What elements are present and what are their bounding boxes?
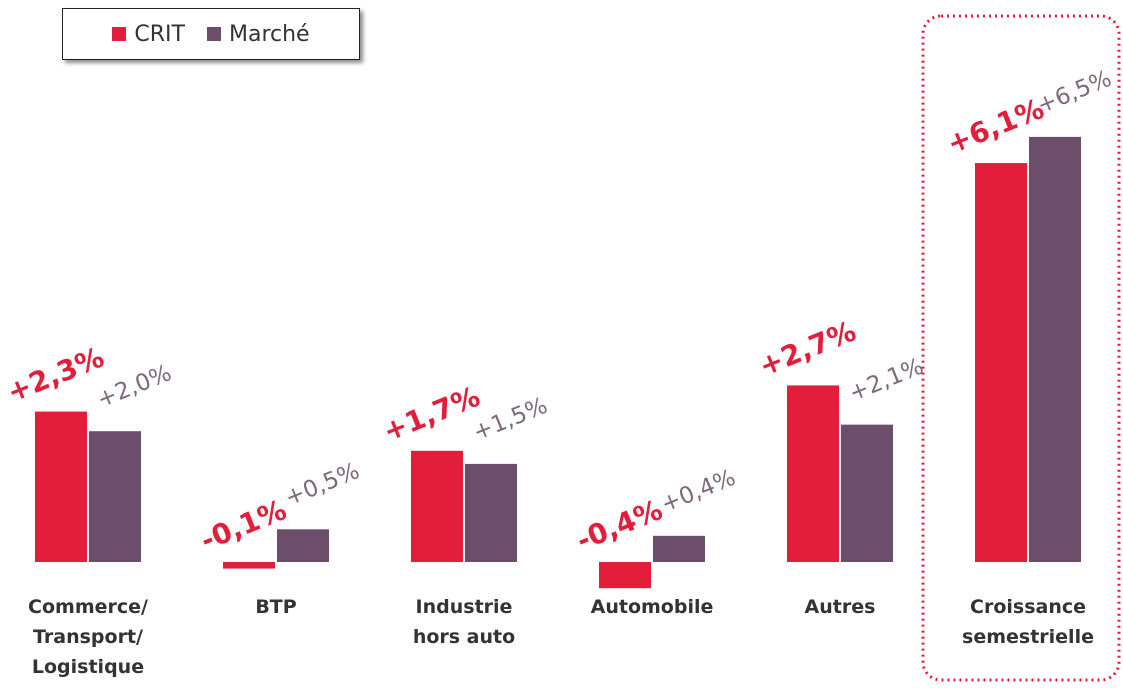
legend-label: CRIT	[134, 21, 185, 47]
legend-item: CRIT	[112, 22, 185, 47]
value-label: -0,1%	[196, 493, 291, 557]
value-label: +0,5%	[281, 458, 363, 511]
x-tick-label: Croissance semestrielle	[962, 596, 1094, 648]
value-label: +1,7%	[378, 380, 484, 448]
value-label: +0,4%	[657, 465, 739, 518]
legend: CRIT Marché	[62, 8, 360, 60]
x-tick-label: Commerce/ Transport/ Logistique	[28, 596, 148, 678]
x-tick-label: Industrie hors auto	[412, 596, 516, 648]
bar	[35, 411, 87, 562]
value-label: +2,1%	[845, 354, 927, 407]
x-tick-label: BTP	[255, 596, 297, 618]
legend-item: Marché	[206, 21, 310, 47]
bar	[1029, 136, 1081, 562]
value-label: +1,5%	[469, 393, 551, 446]
bar	[841, 424, 893, 562]
legend-swatch	[206, 26, 221, 41]
legend-swatch	[112, 26, 127, 41]
value-label: +2,7%	[754, 314, 860, 382]
x-tick-label: Automobile	[590, 596, 714, 618]
bar	[465, 463, 517, 562]
highlight-box	[921, 14, 1121, 682]
value-label: -0,4%	[572, 493, 667, 557]
x-tick-label: Autres	[804, 596, 876, 618]
bar	[277, 529, 329, 562]
bar	[89, 431, 141, 562]
bar	[653, 535, 705, 562]
bar	[975, 163, 1027, 562]
value-label: +2,3%	[2, 341, 108, 409]
bar	[787, 385, 839, 562]
bar	[223, 562, 275, 569]
value-label: +6,5%	[1033, 66, 1115, 119]
legend-label: Marché	[228, 21, 310, 47]
bar	[599, 562, 651, 589]
bar	[411, 450, 463, 562]
